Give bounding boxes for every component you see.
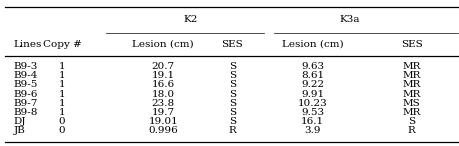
Text: 20.7: 20.7: [151, 62, 174, 71]
Text: MR: MR: [402, 62, 420, 71]
Text: DJ: DJ: [14, 117, 26, 126]
Text: SES: SES: [221, 40, 243, 49]
Text: 1: 1: [59, 99, 65, 108]
Text: JB: JB: [14, 126, 26, 135]
Text: 0.996: 0.996: [148, 126, 178, 135]
Text: B9-7: B9-7: [14, 99, 38, 108]
Text: 19.7: 19.7: [151, 108, 174, 117]
Text: S: S: [228, 117, 235, 126]
Text: MS: MS: [402, 99, 420, 108]
Text: S: S: [228, 89, 235, 99]
Text: Copy #: Copy #: [43, 40, 81, 49]
Text: K3a: K3a: [339, 15, 359, 24]
Text: 23.8: 23.8: [151, 99, 174, 108]
Text: 1: 1: [59, 80, 65, 89]
Text: S: S: [228, 80, 235, 89]
Text: S: S: [228, 108, 235, 117]
Text: B9-6: B9-6: [14, 89, 38, 99]
Text: B9-8: B9-8: [14, 108, 38, 117]
Text: MR: MR: [402, 89, 420, 99]
Text: Lesion (cm): Lesion (cm): [132, 40, 194, 49]
Text: R: R: [228, 126, 235, 135]
Text: Lesion (cm): Lesion (cm): [281, 40, 343, 49]
Text: 9.63: 9.63: [301, 62, 324, 71]
Text: SES: SES: [400, 40, 422, 49]
Text: 8.61: 8.61: [301, 71, 324, 80]
Text: S: S: [228, 71, 235, 80]
Text: S: S: [228, 99, 235, 108]
Text: 3.9: 3.9: [304, 126, 320, 135]
Text: K2: K2: [183, 15, 198, 24]
Text: S: S: [228, 62, 235, 71]
Text: 18.0: 18.0: [151, 89, 174, 99]
Text: 9.22: 9.22: [301, 80, 324, 89]
Text: B9-4: B9-4: [14, 71, 38, 80]
Text: 10.23: 10.23: [297, 99, 327, 108]
Text: Lines: Lines: [14, 40, 42, 49]
Text: 1: 1: [59, 108, 65, 117]
Text: 9.53: 9.53: [301, 108, 324, 117]
Text: MR: MR: [402, 71, 420, 80]
Text: MR: MR: [402, 80, 420, 89]
Text: 0: 0: [59, 126, 65, 135]
Text: B9-3: B9-3: [14, 62, 38, 71]
Text: 19.1: 19.1: [151, 71, 174, 80]
Text: 16.6: 16.6: [151, 80, 174, 89]
Text: S: S: [407, 117, 414, 126]
Text: 19.01: 19.01: [148, 117, 178, 126]
Text: 1: 1: [59, 62, 65, 71]
Text: 0: 0: [59, 117, 65, 126]
Text: 1: 1: [59, 89, 65, 99]
Text: 1: 1: [59, 71, 65, 80]
Text: B9-5: B9-5: [14, 80, 38, 89]
Text: 9.91: 9.91: [301, 89, 324, 99]
Text: MR: MR: [402, 108, 420, 117]
Text: 16.1: 16.1: [301, 117, 324, 126]
Text: R: R: [407, 126, 414, 135]
